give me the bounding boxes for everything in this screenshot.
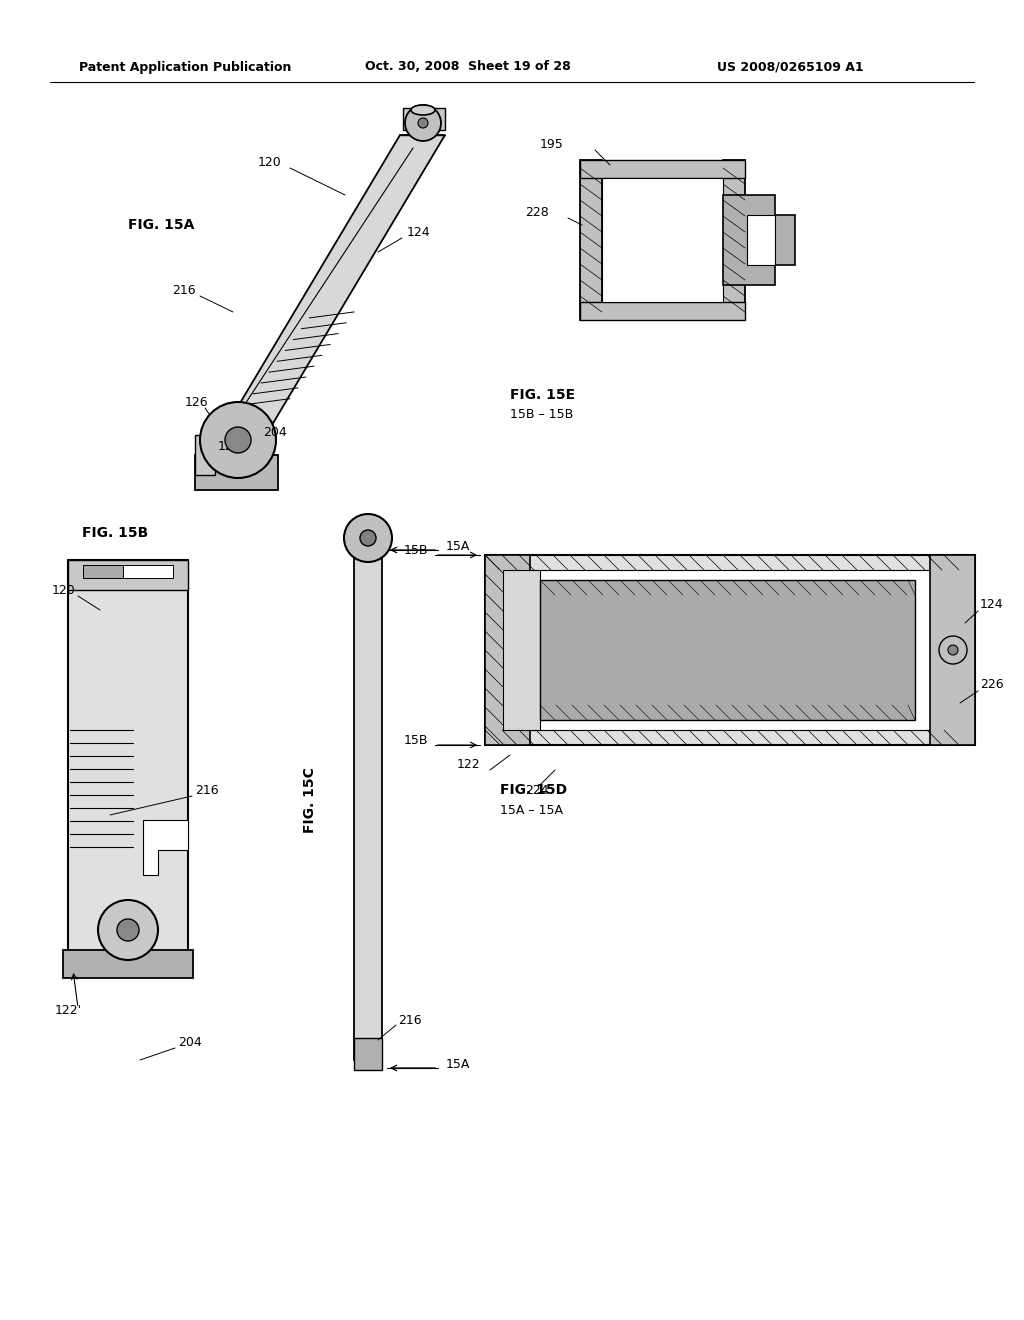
Polygon shape	[195, 436, 215, 475]
Circle shape	[360, 531, 376, 546]
Text: 224: 224	[525, 784, 549, 796]
Circle shape	[948, 645, 958, 655]
Polygon shape	[723, 160, 745, 319]
Polygon shape	[195, 455, 278, 490]
Text: 15B: 15B	[403, 544, 428, 557]
Text: FIG. 15A: FIG. 15A	[128, 218, 195, 232]
Text: 122': 122'	[55, 1003, 82, 1016]
Text: 228: 228	[525, 206, 549, 219]
Text: FIG. 15D: FIG. 15D	[500, 783, 567, 797]
Circle shape	[117, 919, 139, 941]
Text: Oct. 30, 2008  Sheet 19 of 28: Oct. 30, 2008 Sheet 19 of 28	[366, 61, 570, 74]
Text: 124: 124	[407, 227, 431, 239]
Text: 195: 195	[540, 139, 564, 152]
Text: 216: 216	[172, 284, 196, 297]
Text: 15B – 15B: 15B – 15B	[510, 408, 573, 421]
Polygon shape	[83, 565, 173, 578]
Circle shape	[200, 403, 276, 478]
Polygon shape	[580, 160, 602, 319]
Text: 204: 204	[263, 426, 287, 440]
Circle shape	[98, 900, 158, 960]
Polygon shape	[215, 135, 445, 445]
Circle shape	[406, 106, 441, 141]
Text: 124: 124	[980, 598, 1004, 611]
Text: 15B: 15B	[403, 734, 428, 747]
Text: 204: 204	[178, 1035, 202, 1048]
Polygon shape	[143, 820, 188, 875]
Polygon shape	[83, 565, 123, 578]
Text: 15A: 15A	[446, 1057, 470, 1071]
Polygon shape	[540, 579, 915, 719]
Polygon shape	[68, 560, 188, 590]
Text: 122: 122	[457, 759, 480, 771]
Polygon shape	[930, 554, 975, 744]
Polygon shape	[63, 950, 193, 978]
Text: 15A: 15A	[446, 540, 470, 553]
Text: FIG. 15C: FIG. 15C	[303, 767, 317, 833]
Text: 120: 120	[52, 583, 76, 597]
Text: 216: 216	[398, 1014, 422, 1027]
Polygon shape	[746, 215, 775, 265]
Polygon shape	[354, 1038, 382, 1071]
Polygon shape	[403, 108, 445, 129]
Text: Patent Application Publication: Patent Application Publication	[79, 61, 291, 74]
Text: FIG. 15E: FIG. 15E	[510, 388, 575, 403]
Polygon shape	[354, 548, 382, 1060]
Circle shape	[344, 513, 392, 562]
Circle shape	[225, 426, 251, 453]
Text: 120: 120	[258, 156, 282, 169]
Text: 128: 128	[218, 441, 242, 454]
Polygon shape	[68, 560, 188, 960]
Ellipse shape	[411, 106, 435, 115]
Polygon shape	[485, 554, 975, 744]
Polygon shape	[723, 195, 795, 285]
Text: 15A – 15A: 15A – 15A	[500, 804, 563, 817]
Text: 226: 226	[980, 678, 1004, 692]
Text: 216: 216	[195, 784, 219, 796]
Polygon shape	[503, 570, 957, 730]
Polygon shape	[485, 554, 530, 744]
Text: FIG. 15B: FIG. 15B	[82, 525, 148, 540]
Polygon shape	[580, 302, 745, 319]
Polygon shape	[503, 570, 540, 730]
Polygon shape	[602, 178, 723, 302]
Text: 126: 126	[185, 396, 209, 409]
Circle shape	[939, 636, 967, 664]
Polygon shape	[580, 160, 745, 178]
Text: US 2008/0265109 A1: US 2008/0265109 A1	[717, 61, 863, 74]
Circle shape	[418, 117, 428, 128]
